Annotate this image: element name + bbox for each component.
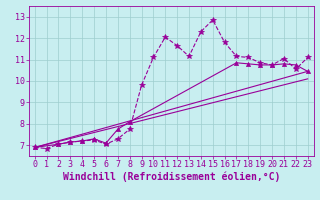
- X-axis label: Windchill (Refroidissement éolien,°C): Windchill (Refroidissement éolien,°C): [62, 172, 280, 182]
